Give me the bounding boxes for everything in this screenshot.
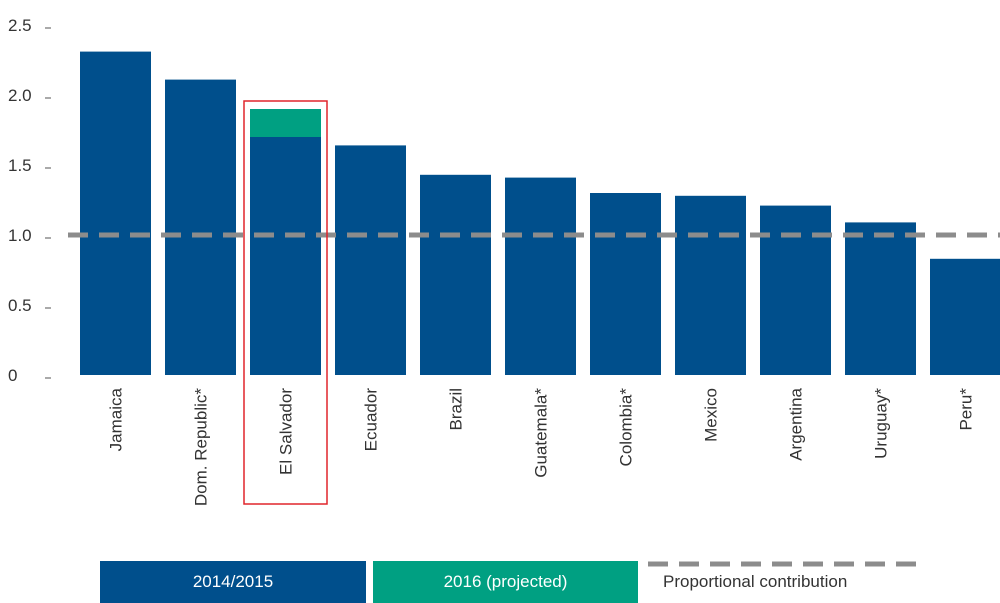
- bar-actual: [845, 222, 916, 375]
- bar-actual: [335, 145, 406, 375]
- bar-projected: [250, 109, 321, 137]
- bar-actual: [590, 193, 661, 375]
- x-tick-label: Argentina: [787, 387, 806, 460]
- y-tick-label: 1.0: [8, 226, 32, 245]
- bars: [80, 51, 1000, 375]
- legend-item-proportional-contribution: Proportional contribution: [663, 572, 848, 591]
- x-tick-label: Brazil: [447, 388, 466, 431]
- x-tick-label: Colombia*: [617, 388, 636, 467]
- legend-item-2016-projected: 2016 (projected): [373, 561, 638, 603]
- bar-actual: [760, 205, 831, 375]
- highlight-group: [243, 100, 328, 505]
- legend-label: 2014/2015: [192, 572, 274, 591]
- x-tick-label: Mexico: [702, 388, 721, 442]
- y-axis: 0 0.5 1.0 1.5 2.0 2.5: [8, 16, 51, 385]
- y-tick-label: 0: [8, 366, 17, 385]
- legend-item-2014-2015: 2014/2015: [100, 561, 366, 603]
- y-tick-label: 2.0: [8, 86, 32, 105]
- y-tick-label: 1.5: [8, 156, 32, 175]
- x-tick-label: Uruguay*: [872, 388, 891, 459]
- bar-actual: [165, 79, 236, 375]
- x-tick-label: Peru*: [957, 388, 976, 431]
- bar-actual: [80, 51, 151, 375]
- x-tick-label: Dom. Republic*: [192, 388, 211, 506]
- legend-label: 2016 (projected): [443, 572, 568, 591]
- y-tick-label: 0.5: [8, 296, 32, 315]
- bar-actual: [250, 137, 321, 375]
- x-tick-label: El Salvador: [277, 388, 296, 475]
- highlight-box: [243, 100, 328, 505]
- x-axis-labels: Jamaica Dom. Republic* El Salvador Ecuador B…: [107, 387, 976, 506]
- y-tick-label: 2.5: [8, 16, 32, 35]
- bar-actual: [930, 258, 1000, 375]
- bar-actual: [420, 174, 491, 375]
- x-tick-label: Guatemala*: [532, 388, 551, 478]
- legend-dashed-line: [648, 561, 918, 567]
- x-tick-label: Jamaica: [107, 387, 126, 451]
- bar-actual: [675, 195, 746, 375]
- x-tick-label: Ecuador: [362, 388, 381, 452]
- bar-actual: [505, 177, 576, 375]
